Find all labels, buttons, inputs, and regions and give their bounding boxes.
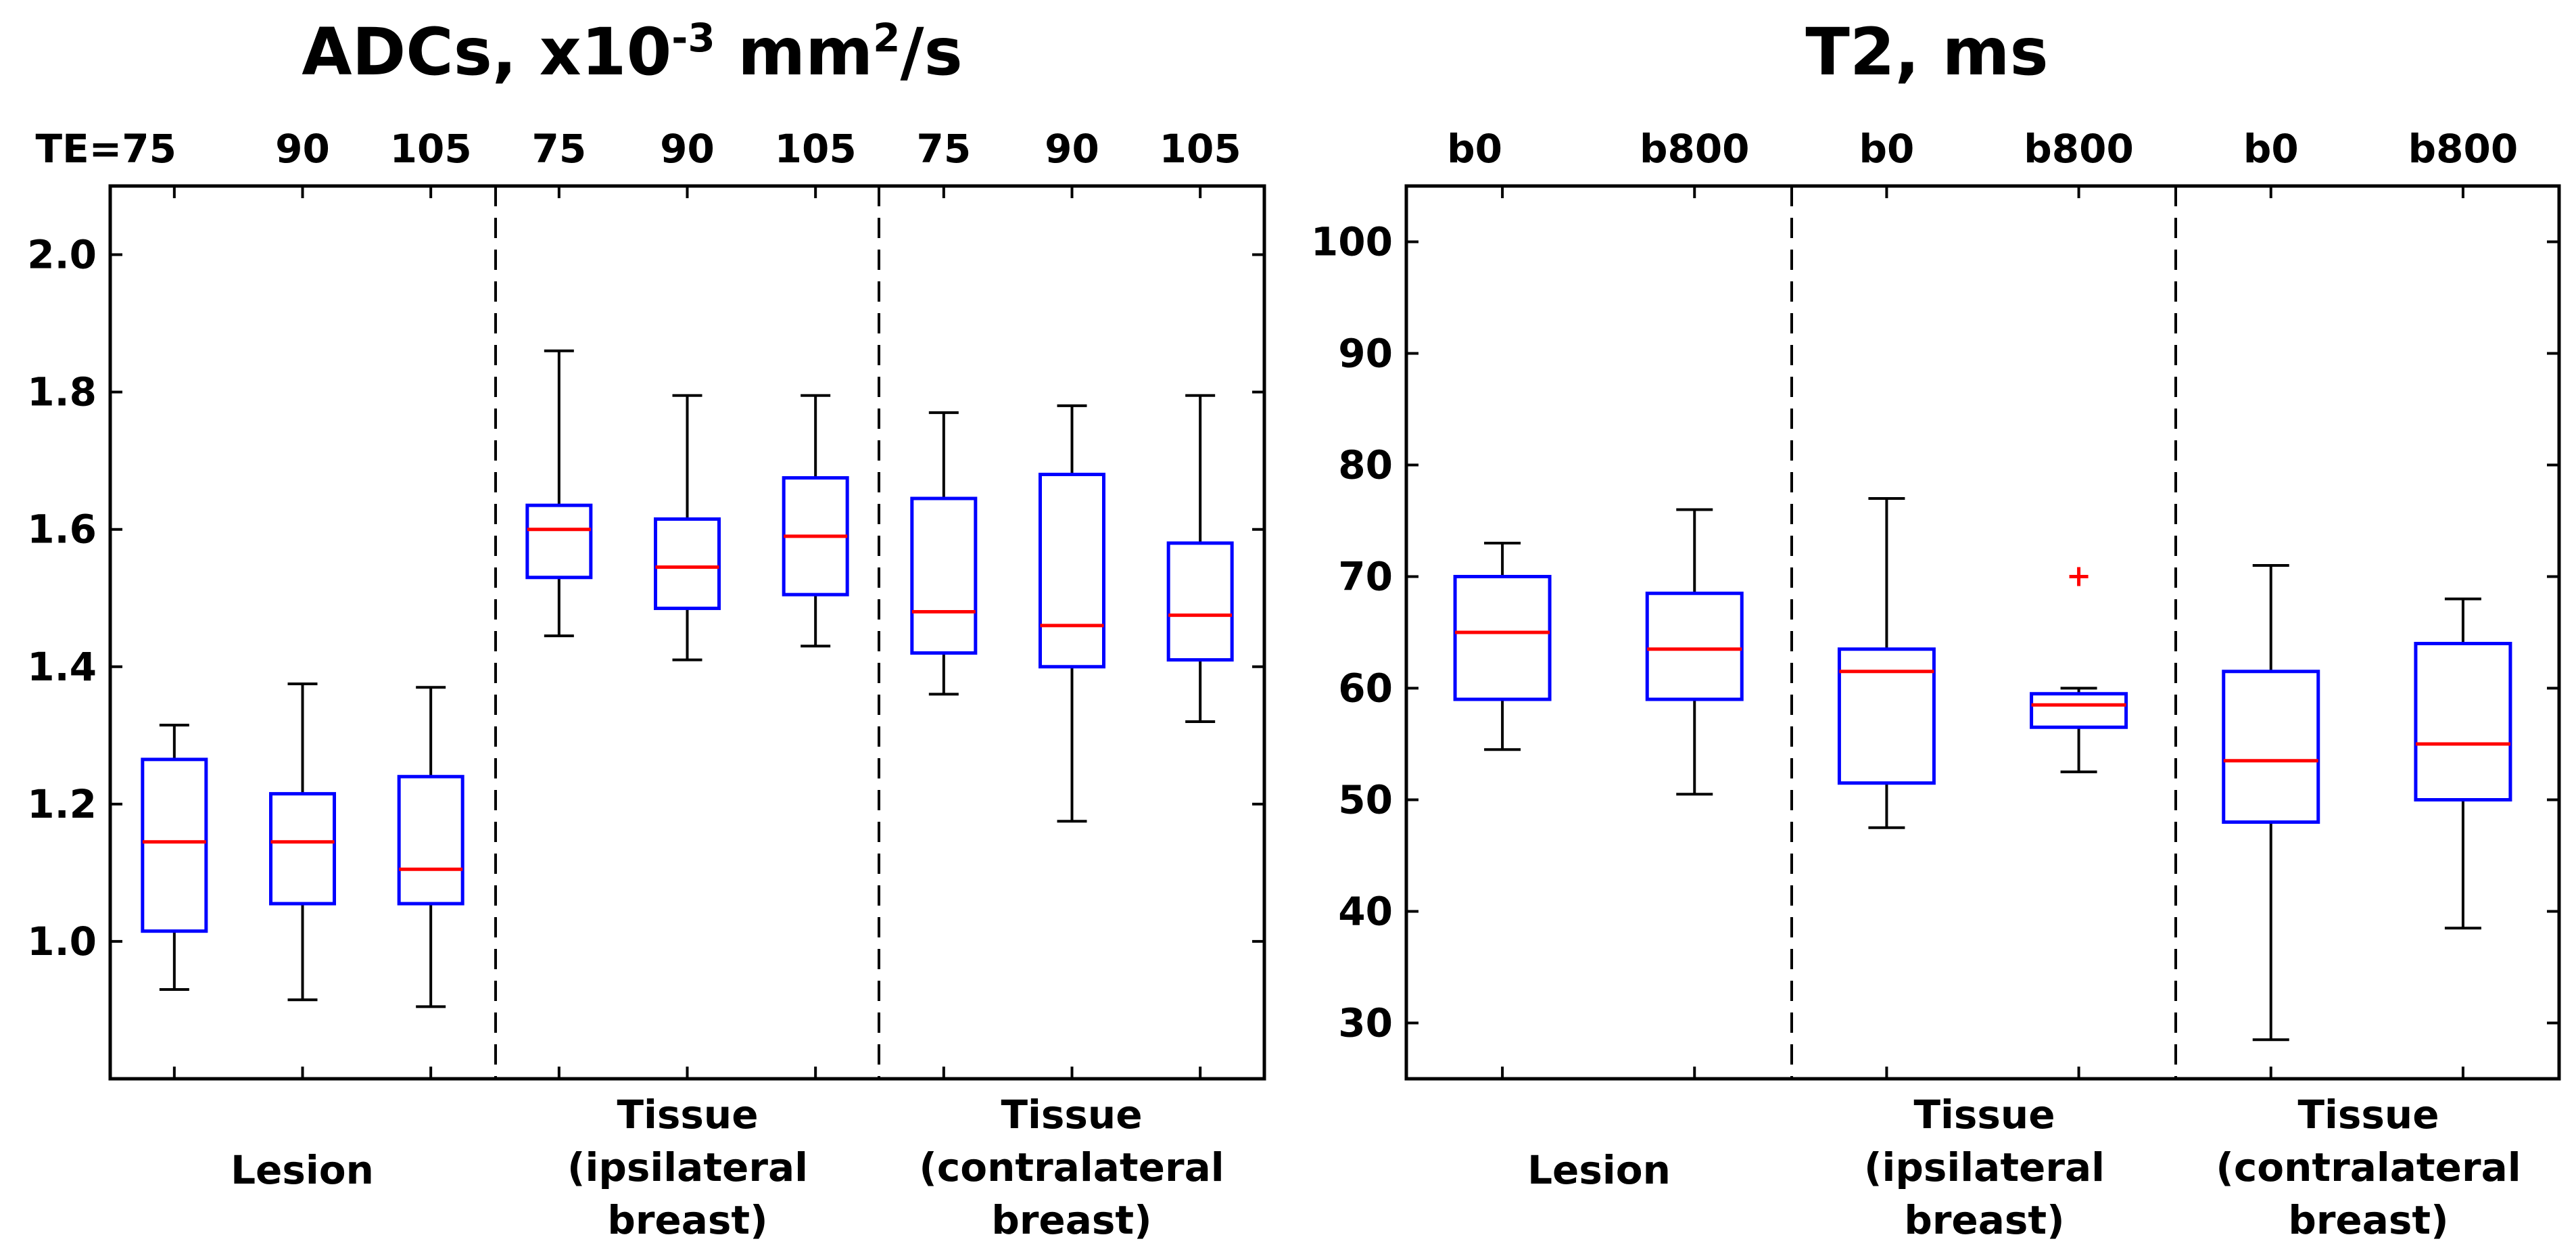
iqr-box	[2030, 692, 2128, 729]
adc-box-2	[397, 686, 464, 1008]
adc-title-part: mm	[715, 14, 873, 90]
t2-box-2	[1837, 497, 1936, 829]
iqr-box	[1453, 575, 1552, 701]
adc-ytick-label: 1.4	[27, 644, 97, 690]
iqr-box	[1166, 541, 1234, 662]
iqr-box	[397, 774, 464, 906]
adc-ytick-label: 1.0	[27, 918, 97, 964]
adc-box-1	[269, 682, 336, 1002]
adc-category-label: 105	[1160, 126, 1241, 172]
adc-category-label: 105	[775, 126, 857, 172]
t2-box-3	[2030, 567, 2128, 774]
adc-panel: ADCs, x10-3 mm2/s 1.0 1.2 1.4 1.6 1.8 2.0 TE=7…	[27, 14, 1266, 1243]
t2-box-1	[1645, 508, 1744, 796]
t2-group-label: breast)	[2288, 1197, 2448, 1243]
t2-axes-frame	[1404, 184, 2561, 1081]
t2-group-label: (ipsilateral	[1864, 1144, 2105, 1190]
t2-title-part: T2, ms	[1805, 14, 2048, 90]
iqr-box	[141, 758, 208, 933]
iqr-box	[910, 496, 978, 655]
adc-ytick-label: 1.6	[27, 507, 97, 553]
t2-ytick-label: 30	[1338, 1000, 1393, 1046]
t2-ytick-label: 90	[1338, 331, 1393, 377]
adc-plot-area: 1.0 1.2 1.4 1.6 1.8 2.0 TE=75 90 105 75 90 105 75 90 1…	[27, 126, 1266, 1243]
adc-group-label: breast)	[607, 1197, 767, 1243]
adc-title-part: -3	[671, 15, 715, 61]
adc-group-label: (ipsilateral	[567, 1144, 808, 1190]
adc-category-label: 75	[531, 126, 586, 172]
adc-box-8	[1166, 394, 1234, 723]
t2-chart-title: T2, ms	[1805, 14, 2048, 90]
t2-ytick-label: 60	[1338, 666, 1393, 712]
adc-title-part: ADCs, x10	[302, 14, 671, 90]
t2-ytick-label: 80	[1338, 442, 1393, 488]
iqr-box	[654, 517, 721, 610]
adc-category-label: 90	[1045, 126, 1099, 172]
t2-category-label: b0	[2243, 126, 2299, 172]
t2-group-label: Tissue	[1913, 1092, 2055, 1138]
adc-category-label: 90	[275, 126, 330, 172]
t2-category-label: b800	[2024, 126, 2134, 172]
iqr-box	[1039, 472, 1105, 669]
iqr-box	[525, 503, 593, 580]
adc-ytick-label: 2.0	[27, 232, 97, 278]
adc-group-label: Tissue	[1001, 1092, 1142, 1138]
adc-box-6	[910, 411, 978, 696]
adc-title-part: 2	[873, 15, 900, 61]
t2-group-label: breast)	[1904, 1197, 2064, 1243]
t2-panel: T2, ms 30 40 50 60 70 80 90 100 b0 b800 b0 b800 b0 b8…	[1311, 14, 2561, 1243]
t2-category-label: b0	[1859, 126, 1914, 172]
iqr-box	[1645, 591, 1744, 701]
adc-group-label: (contralateral	[919, 1144, 1224, 1190]
t2-group-label: (contralateral	[2216, 1144, 2521, 1190]
adc-category-label: 105	[390, 126, 472, 172]
adc-box-3	[525, 349, 593, 638]
adc-ytick-label: 1.8	[27, 369, 97, 415]
adc-box-0	[141, 724, 208, 991]
adc-group-label: Tissue	[617, 1092, 758, 1138]
t2-category-label: b800	[2408, 126, 2519, 172]
adc-category-label: 90	[660, 126, 715, 172]
t2-box-0	[1453, 542, 1552, 751]
iqr-box	[2414, 642, 2512, 801]
iqr-box	[1837, 647, 1936, 785]
iqr-box	[2222, 670, 2320, 824]
adc-chart-title: ADCs, x10-3 mm2/s	[302, 14, 962, 90]
adc-group-label: Lesion	[231, 1147, 374, 1193]
adc-category-label: 75	[916, 126, 971, 172]
t2-category-label: b0	[1447, 126, 1502, 172]
adc-ytick-label: 1.2	[27, 781, 97, 827]
t2-ytick-label: 50	[1338, 777, 1393, 823]
t2-box-5	[2414, 597, 2512, 930]
adc-title-part: /s	[901, 14, 963, 90]
t2-ytick-label: 100	[1311, 219, 1393, 265]
t2-ytick-label: 70	[1338, 554, 1393, 600]
adc-category-label: TE=75	[36, 126, 177, 172]
t2-category-label: b800	[1640, 126, 1750, 172]
adc-box-4	[654, 394, 721, 661]
t2-group-label: Lesion	[1527, 1147, 1671, 1193]
adc-group-label: breast)	[991, 1197, 1151, 1243]
iqr-box	[269, 792, 336, 906]
adc-box-7	[1039, 404, 1105, 823]
t2-box-4	[2222, 564, 2320, 1042]
t2-plot-area: 30 40 50 60 70 80 90 100 b0 b800 b0 b800 b0 b800 Lesio…	[1311, 126, 2561, 1243]
t2-ytick-label: 40	[1338, 889, 1393, 935]
t2-group-label: Tissue	[2297, 1092, 2439, 1138]
adc-box-5	[782, 394, 849, 648]
